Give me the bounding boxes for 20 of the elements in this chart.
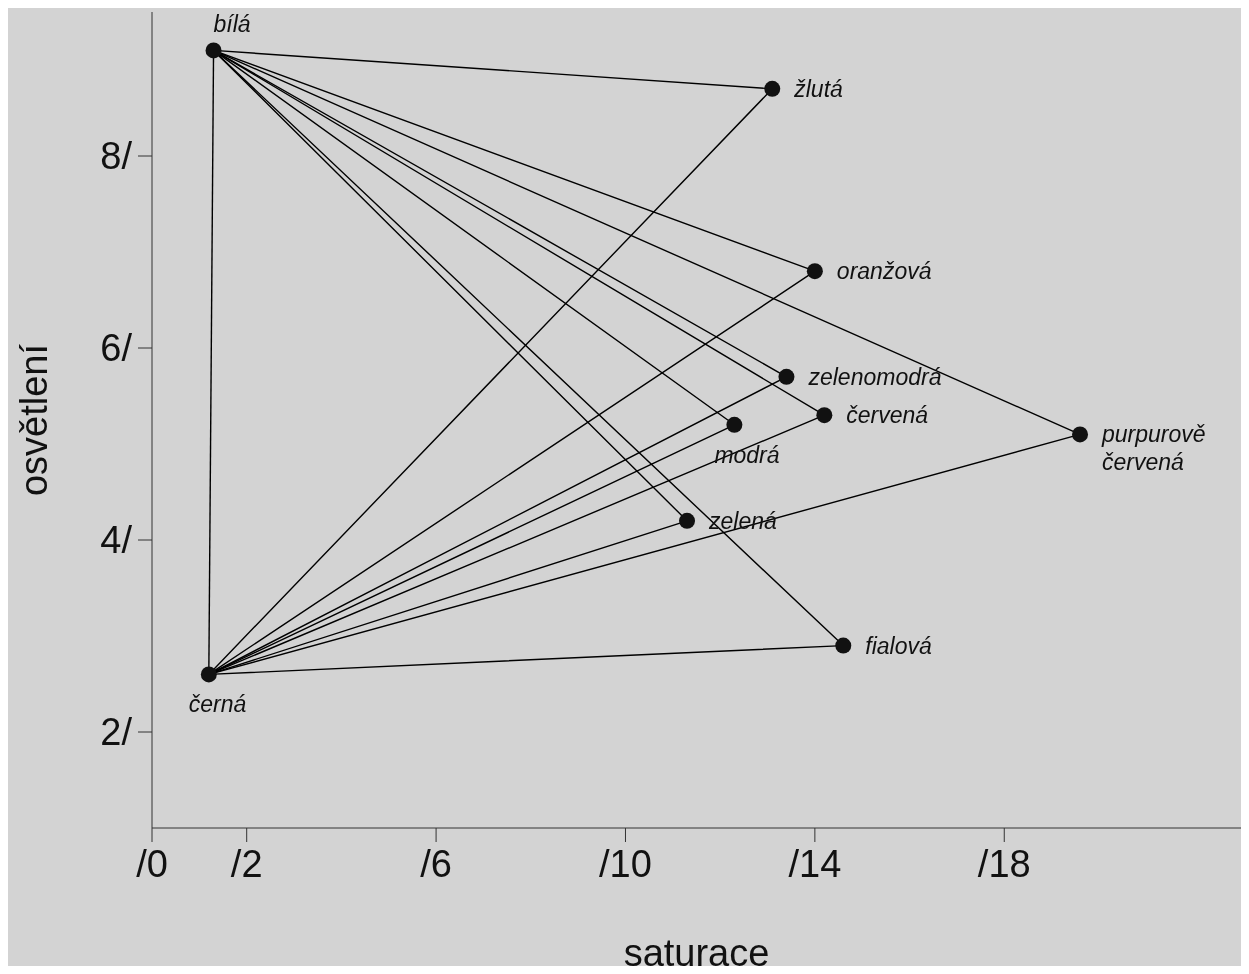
annotation: černá bbox=[188, 691, 247, 718]
x-tick-label: /6 bbox=[420, 842, 452, 885]
x-tick-label: /0 bbox=[136, 842, 168, 885]
y-tick-label: 6/ bbox=[100, 327, 133, 370]
x-tick-label: /10 bbox=[599, 842, 652, 885]
y-tick-label: 8/ bbox=[100, 135, 133, 178]
annotation: žlutá bbox=[793, 75, 844, 102]
x-tick-label: /2 bbox=[230, 842, 263, 885]
annotation: purpurově červená bbox=[1101, 421, 1206, 476]
annotation: oranžová bbox=[836, 258, 932, 285]
y-axis-title: osvětlení bbox=[13, 343, 56, 497]
annotation: fialová bbox=[865, 632, 932, 659]
x-axis-title: saturace bbox=[623, 932, 770, 974]
annotation: bílá bbox=[213, 11, 251, 38]
annotation: červená bbox=[846, 402, 929, 429]
y-tick-label: 2/ bbox=[100, 711, 133, 754]
x-tick-label: /18 bbox=[977, 842, 1031, 885]
x-tick-label: /14 bbox=[788, 842, 842, 885]
annotation: zelenomodrá bbox=[807, 363, 942, 390]
y-tick-label: 4/ bbox=[100, 519, 133, 562]
